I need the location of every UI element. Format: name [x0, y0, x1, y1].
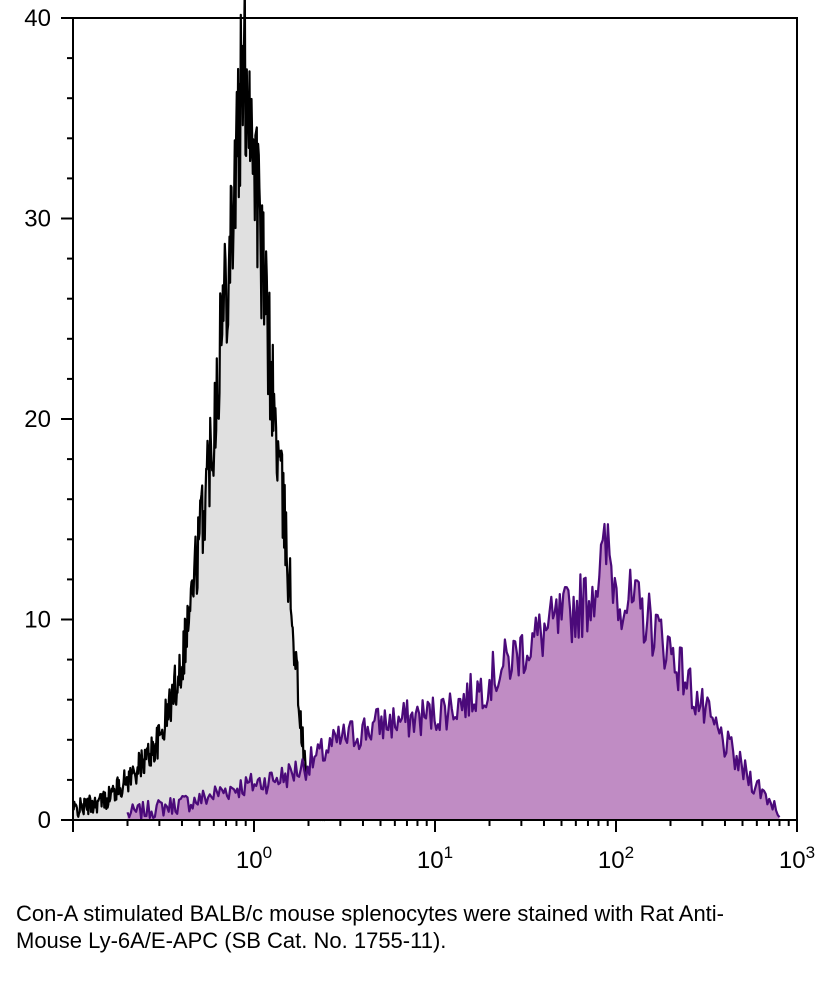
series-layer: [72, 0, 781, 822]
y-tick-label: 40: [24, 5, 51, 32]
y-tick-label: 20: [24, 406, 51, 433]
y-tick-label: 10: [24, 607, 51, 634]
y-tick-label: 30: [24, 206, 51, 233]
y-tick-label: 0: [38, 807, 51, 834]
x-tick-label: 101: [417, 843, 453, 874]
stained-histogram-line: [126, 522, 781, 821]
figure-caption: Con-A stimulated BALB/c mouse splenocyte…: [16, 901, 725, 953]
x-tick-label: 100: [236, 843, 272, 874]
control-histogram-line: [72, 0, 328, 822]
x-tick-label: 103: [779, 843, 815, 874]
x-tick-label: 102: [598, 843, 634, 874]
axes-layer: 0 10 20 30 40 100 101 102 103: [24, 5, 815, 874]
histogram-chart: 0 10 20 30 40 100 101 102 103: [24, 0, 815, 874]
control-histogram-fill: [73, 0, 326, 820]
